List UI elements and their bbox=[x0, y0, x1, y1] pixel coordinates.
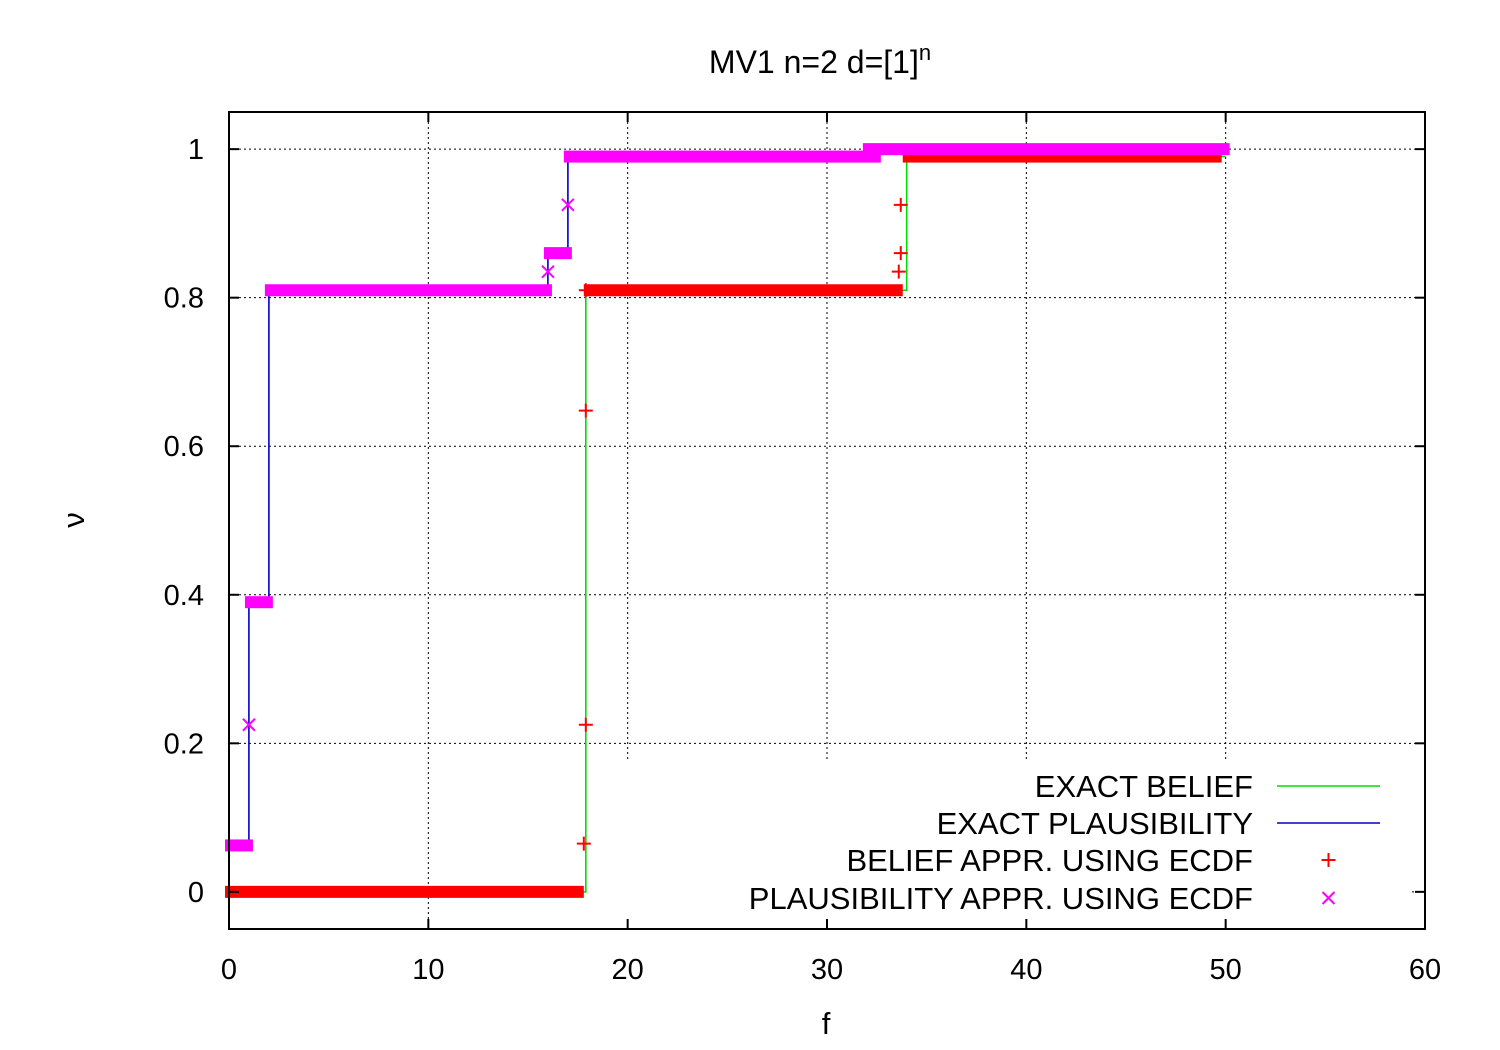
series-2-marker-run-band bbox=[225, 885, 584, 898]
series-3-point bbox=[541, 264, 555, 279]
x-tick-label: 50 bbox=[1210, 954, 1242, 986]
series-2-point bbox=[891, 264, 906, 279]
legend-label: EXACT BELIEF bbox=[1035, 769, 1253, 804]
axis-ticks: 0 10 20 30 40 50 60 0 0.2 0.4 0.6 0.8 1 bbox=[164, 112, 1441, 986]
x-axis-label: f bbox=[822, 1006, 831, 1041]
x-tick-label: 40 bbox=[1010, 954, 1042, 986]
y-tick-label: 0.6 bbox=[164, 431, 204, 463]
x-tick-label: 20 bbox=[612, 954, 644, 986]
series-2-marker-run bbox=[583, 284, 903, 297]
series-3-point bbox=[561, 198, 575, 212]
legend-label: EXACT PLAUSIBILITY bbox=[937, 806, 1253, 841]
series-3-marker-run-band bbox=[244, 596, 273, 609]
series-3-marker-run-band bbox=[225, 839, 253, 852]
series-2-point bbox=[893, 246, 908, 261]
series-3-marker-run-band bbox=[862, 143, 1230, 156]
x-tick-label: 60 bbox=[1409, 954, 1441, 986]
legend-plus-marker bbox=[1321, 853, 1336, 867]
legend-entry: EXACT PLAUSIBILITY bbox=[937, 806, 1380, 841]
series-3-marker-run bbox=[244, 596, 273, 609]
series-2-point bbox=[578, 283, 593, 298]
legend-label: BELIEF APPR. USING ECDF bbox=[846, 843, 1253, 878]
series-3-marker-run-band bbox=[264, 284, 552, 297]
x-tick-label: 10 bbox=[412, 954, 444, 986]
series-2-point bbox=[893, 197, 908, 212]
plot-data bbox=[225, 143, 1230, 898]
series-3-marker-run bbox=[862, 143, 1230, 156]
x-tick-label: 0 bbox=[221, 954, 237, 986]
series-3-point bbox=[242, 718, 256, 732]
legend-label: PLAUSIBILITY APPR. USING ECDF bbox=[749, 881, 1253, 916]
series-3-marker-run bbox=[543, 247, 572, 260]
y-axis-label: ν bbox=[56, 512, 91, 528]
legend-cross-marker bbox=[1321, 891, 1336, 905]
y-tick-label: 0.2 bbox=[164, 728, 204, 760]
y-tick-label: 0.4 bbox=[164, 580, 204, 612]
series-3-marker-run bbox=[563, 150, 881, 163]
y-tick-label: 1 bbox=[188, 134, 204, 166]
legend-entry: BELIEF APPR. USING ECDF bbox=[846, 843, 1336, 878]
x-tick-label: 30 bbox=[811, 954, 843, 986]
chart-title-superscript: n bbox=[919, 40, 931, 65]
chart-title-main: MV1 n=2 d=[1] bbox=[709, 44, 919, 80]
chart-title: MV1 n=2 d=[1]n bbox=[709, 40, 931, 80]
series-2-point bbox=[576, 836, 591, 851]
series-2-point bbox=[578, 717, 593, 732]
y-tick-label: 0.8 bbox=[164, 283, 204, 315]
legend-entry: PLAUSIBILITY APPR. USING ECDF bbox=[749, 881, 1336, 916]
series-3-marker-run-band bbox=[543, 247, 572, 260]
y-tick-label: 0 bbox=[188, 877, 204, 909]
series-2-marker-run-band bbox=[583, 284, 903, 297]
legend-entry: EXACT BELIEF bbox=[1035, 769, 1380, 804]
series-3-marker-run bbox=[225, 839, 253, 852]
series-2-marker-run bbox=[225, 885, 584, 898]
series-3-marker-run-band bbox=[563, 150, 881, 163]
series-3-marker-run bbox=[264, 284, 552, 297]
series-2-point bbox=[578, 403, 593, 418]
